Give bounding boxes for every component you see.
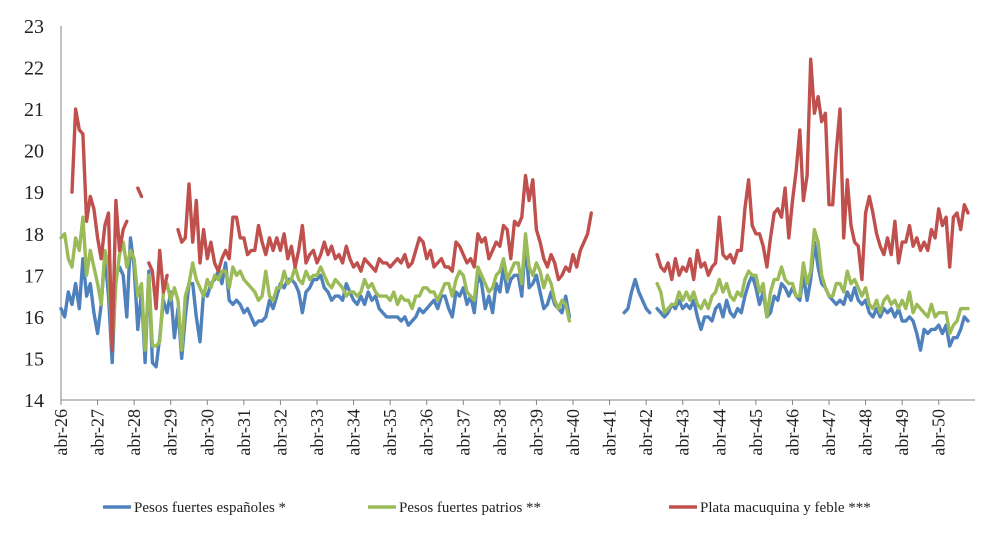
x-tick-label: abr-30	[197, 409, 217, 456]
y-tick-label: 14	[24, 390, 44, 412]
y-tick-label: 21	[24, 99, 44, 121]
x-tick-label: abr-34	[344, 409, 364, 456]
x-tick-label: abr-50	[929, 409, 949, 456]
y-tick-label: 20	[24, 141, 44, 163]
y-tick-label: 17	[24, 265, 44, 287]
x-tick-label: abr-48	[856, 409, 876, 456]
x-tick-label: abr-49	[892, 409, 912, 456]
y-tick-label: 22	[24, 58, 44, 80]
x-tick-label: abr-36	[417, 409, 437, 456]
x-tick-label: abr-37	[453, 409, 473, 456]
y-tick-label: 19	[24, 182, 44, 204]
x-tick-label: abr-46	[782, 409, 802, 456]
x-tick-label: abr-33	[307, 409, 327, 456]
x-tick-label: abr-27	[88, 409, 108, 456]
x-axis: abr-26 abr-27 abr-28 abr-29 abr-30 abr-31 abr-…	[51, 399, 975, 456]
legend-label-2: Pesos fuertes patrios **	[399, 500, 541, 516]
x-tick-label: abr-43	[673, 409, 693, 456]
y-axis: 14 15 16 17 18 19 20 21 22 23	[24, 16, 62, 412]
legend-label-1: Pesos fuertes españoles *	[134, 500, 286, 516]
series-line-2	[59, 215, 970, 352]
x-tick-label: abr-39	[526, 409, 546, 456]
legend: Pesos fuertes españoles * Pesos fuertes p…	[103, 500, 871, 516]
series-line-3	[70, 57, 970, 352]
legend-label-3: Plata macuquina y feble ***	[700, 500, 871, 516]
x-tick-label: abr-32	[270, 409, 290, 456]
x-tick-label: abr-35	[380, 409, 400, 456]
x-tick-label: abr-44	[709, 409, 729, 456]
x-tick-label: abr-41	[600, 409, 620, 456]
x-tick-label: abr-47	[819, 409, 839, 456]
y-tick-label: 16	[24, 307, 44, 329]
y-tick-label: 18	[24, 224, 44, 246]
x-tick-label: abr-28	[124, 409, 144, 456]
x-tick-label: abr-40	[563, 409, 583, 456]
x-tick-label: abr-42	[636, 409, 656, 456]
y-tick-label: 15	[24, 348, 44, 370]
x-tick-label: abr-31	[234, 409, 254, 456]
x-tick-label: abr-45	[746, 409, 766, 456]
y-tick-label: 23	[24, 16, 44, 38]
series-lines	[59, 57, 970, 369]
x-tick-label: abr-26	[51, 409, 71, 456]
x-tick-label: abr-38	[490, 409, 510, 456]
x-tick-label: abr-29	[161, 409, 181, 456]
